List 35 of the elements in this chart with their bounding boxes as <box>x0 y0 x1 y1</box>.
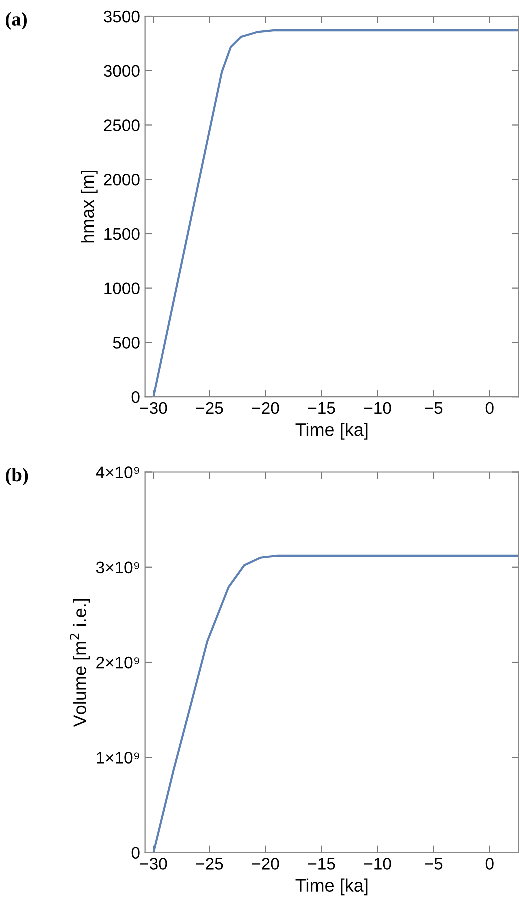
x-tick-label: −30 <box>140 858 168 870</box>
y-tick-label: 4×10⁹ <box>96 466 140 478</box>
x-tick-label: 0 <box>486 858 494 870</box>
x-tick-label: −15 <box>308 402 336 414</box>
y-tick-label: 0 <box>132 391 140 404</box>
y-axis-title: Volume [m$^{2}$ i.e.] <box>70 599 90 728</box>
chart-title: (a) <box>6 12 28 30</box>
y-tick-label: 1×10⁹ <box>97 752 140 764</box>
x-tick-label: −5 <box>425 402 443 414</box>
y-tick-label: 1000 <box>104 282 140 295</box>
x-tick-label: −20 <box>252 402 280 414</box>
y-tick-label: 2×10⁹ <box>96 656 140 669</box>
y-tick-label: 500 <box>113 337 140 349</box>
x-axis-title: Time [ka] <box>296 423 368 440</box>
x-tick-label: −20 <box>252 858 280 870</box>
y-tick-label: 3×10⁹ <box>96 562 140 574</box>
y-tick-label: 2000 <box>104 174 140 186</box>
y-tick-label: 0 <box>132 847 140 860</box>
x-tick-label: −15 <box>308 858 336 870</box>
y-tick-label: 3000 <box>104 65 140 78</box>
x-tick-label: −5 <box>425 858 443 870</box>
x-tick-label: 0 <box>486 402 494 414</box>
chart-title: (b) <box>6 468 28 486</box>
y-tick-label: 1500 <box>104 228 140 240</box>
y-tick-label: 2500 <box>104 120 140 132</box>
x-tick-label: −30 <box>140 402 168 414</box>
line-series <box>152 554 519 853</box>
x-tick-label: −10 <box>364 402 392 414</box>
line-series <box>152 29 519 398</box>
y-axis-title: hmax [m] <box>81 170 98 243</box>
x-tick-label: −10 <box>364 858 392 870</box>
y-tick-label: 3500 <box>104 10 140 23</box>
x-axis-title: Time [ka] <box>296 878 368 896</box>
x-tick-label: −25 <box>196 858 224 870</box>
x-tick-label: −25 <box>196 402 224 414</box>
